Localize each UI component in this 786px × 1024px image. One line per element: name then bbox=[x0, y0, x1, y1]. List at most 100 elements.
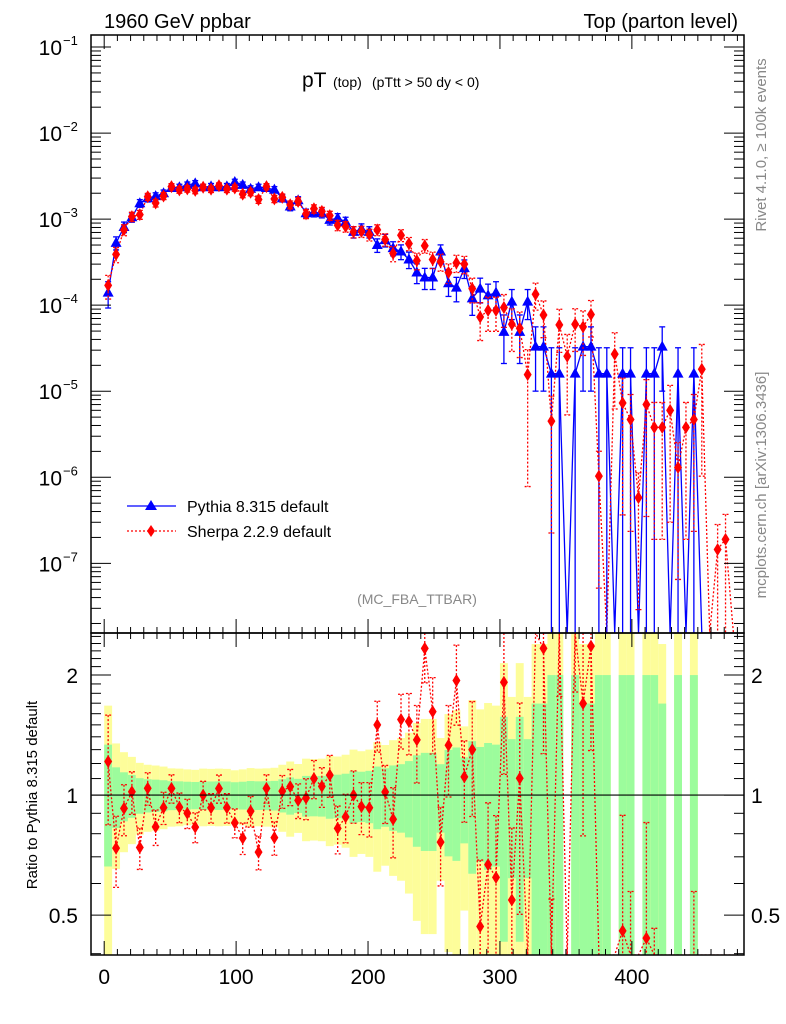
ratio-band-inner bbox=[373, 766, 382, 830]
sherpa-point bbox=[507, 317, 516, 331]
sherpa-point bbox=[420, 239, 429, 253]
ratio-point bbox=[222, 801, 231, 815]
rivet-info: Rivet 4.1.0, ≥ 100k events bbox=[753, 58, 770, 231]
sherpa-point bbox=[586, 307, 595, 321]
ratio-band-inner bbox=[571, 675, 580, 955]
pythia-point bbox=[110, 236, 122, 247]
x-tick-label: 100 bbox=[219, 966, 254, 989]
ratio-point bbox=[175, 800, 184, 814]
sherpa-point bbox=[357, 224, 366, 238]
ratio-point bbox=[436, 835, 445, 849]
ratio-point bbox=[230, 816, 239, 830]
ratio-point bbox=[238, 831, 247, 845]
pythia-point bbox=[435, 245, 447, 256]
sherpa-point bbox=[309, 202, 318, 216]
sherpa-point bbox=[539, 308, 548, 322]
pythia-point bbox=[506, 295, 518, 306]
ratio-point bbox=[491, 870, 500, 884]
pythia-point bbox=[490, 286, 502, 297]
pythia-point bbox=[253, 181, 265, 192]
pythia-point bbox=[371, 239, 383, 250]
ratio-point bbox=[262, 781, 271, 795]
sherpa-point bbox=[571, 317, 580, 331]
ratio-point bbox=[112, 841, 121, 855]
sherpa-point bbox=[230, 181, 239, 195]
ratio-y-axis-label: Ratio to Pythia 8.315 default bbox=[24, 700, 41, 889]
sherpa-point bbox=[610, 347, 619, 361]
sherpa-point bbox=[270, 192, 279, 206]
sherpa-point bbox=[246, 185, 255, 199]
plot-title-sub: (top) bbox=[333, 74, 362, 90]
sherpa-point bbox=[428, 252, 437, 266]
sherpa-point bbox=[658, 420, 667, 434]
pythia-point bbox=[522, 295, 534, 306]
y-tick-label-base: 10 bbox=[39, 295, 62, 318]
ratio-band-inner bbox=[246, 781, 255, 811]
sherpa-point bbox=[238, 187, 247, 201]
ratio-point bbox=[499, 675, 508, 689]
ratio-point bbox=[507, 893, 516, 907]
x-tick-label: 300 bbox=[482, 966, 517, 989]
ratio-band-inner bbox=[452, 747, 461, 861]
ratio-band-inner bbox=[286, 777, 295, 815]
sherpa-point bbox=[207, 182, 216, 196]
beam-label: 1960 GeV ppbar bbox=[104, 11, 251, 33]
ratio-point bbox=[278, 784, 287, 798]
ratio-y-tick-label-left: 1 bbox=[66, 785, 78, 808]
sherpa-point bbox=[476, 310, 485, 324]
sherpa-point bbox=[397, 228, 406, 242]
ratio-band-inner bbox=[492, 744, 500, 867]
sherpa-point bbox=[412, 254, 421, 268]
pythia-point bbox=[419, 271, 431, 282]
sherpa-point bbox=[349, 225, 358, 239]
ratio-band-inner bbox=[658, 703, 667, 955]
pythia-point bbox=[134, 197, 146, 208]
ratio-point bbox=[151, 820, 160, 834]
ratio-point bbox=[207, 801, 216, 815]
sherpa-point bbox=[278, 190, 287, 204]
ratio-point bbox=[389, 812, 398, 826]
sherpa-point bbox=[491, 303, 500, 317]
ratio-point bbox=[325, 768, 334, 782]
sherpa-point bbox=[689, 412, 698, 426]
sherpa-point bbox=[143, 190, 152, 204]
ratio-point bbox=[618, 924, 627, 938]
ratio-point bbox=[143, 781, 152, 795]
ratio-band-inner bbox=[594, 675, 603, 955]
sherpa-point bbox=[183, 182, 192, 196]
sherpa-point bbox=[317, 204, 326, 218]
ratio-panel-frame bbox=[90, 632, 745, 956]
sherpa-point bbox=[531, 287, 540, 301]
ratio-band-inner bbox=[428, 752, 437, 851]
sherpa-point bbox=[159, 189, 168, 203]
ratio-band-inner bbox=[135, 778, 144, 814]
legend-pythia-label: Pythia 8.315 default bbox=[187, 499, 329, 516]
pythia-point bbox=[648, 367, 660, 378]
legend: Pythia 8.315 default Sherpa 2.2.9 defaul… bbox=[127, 499, 332, 541]
ratio-point bbox=[373, 718, 382, 732]
ratio-y-tick-label-right: 1 bbox=[751, 785, 763, 808]
sherpa-point bbox=[262, 180, 271, 194]
sherpa-point bbox=[302, 207, 311, 221]
sherpa-point bbox=[523, 368, 532, 382]
ratio-point bbox=[515, 771, 524, 785]
sherpa-point bbox=[294, 194, 303, 208]
ratio-point bbox=[119, 801, 128, 815]
sherpa-point bbox=[254, 193, 263, 207]
ratio-point bbox=[254, 845, 263, 859]
y-tick-label-base: 10 bbox=[39, 209, 62, 232]
sherpa-point bbox=[547, 414, 556, 428]
ratio-band-inner bbox=[587, 703, 595, 955]
pythia-point bbox=[450, 281, 462, 292]
ratio-point bbox=[579, 697, 588, 711]
ratio-band-inner bbox=[143, 779, 152, 813]
sherpa-point bbox=[674, 460, 683, 474]
ratio-band-inner bbox=[555, 675, 564, 955]
sherpa-point bbox=[436, 255, 445, 269]
pythia-point bbox=[466, 292, 478, 303]
sherpa-point bbox=[135, 208, 144, 222]
legend-sherpa-label: Sherpa 2.2.9 default bbox=[187, 524, 332, 541]
ratio-band-inner bbox=[151, 779, 160, 812]
pythia-point bbox=[672, 367, 684, 378]
sherpa-point bbox=[618, 396, 627, 410]
